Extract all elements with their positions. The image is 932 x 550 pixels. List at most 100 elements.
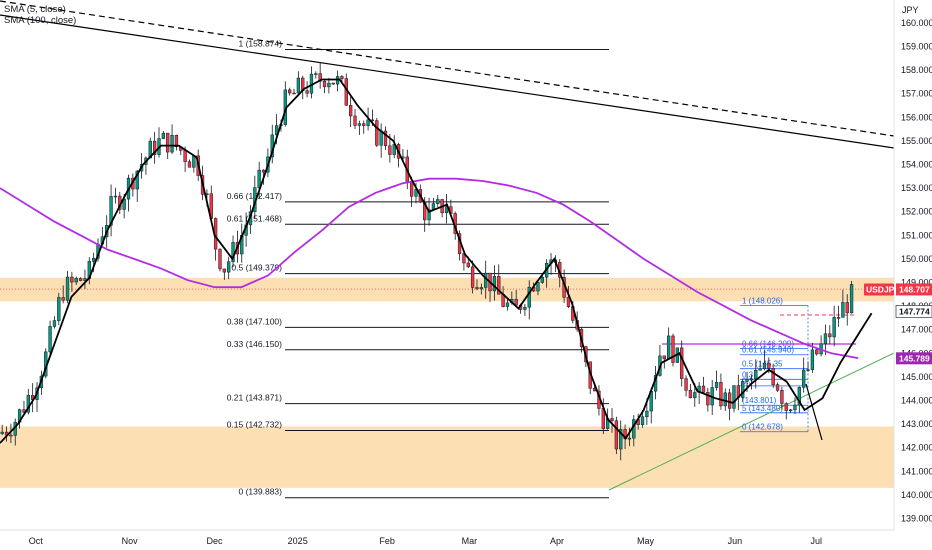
candle[interactable]: [741, 378, 745, 402]
candle[interactable]: [0, 424, 4, 436]
candle[interactable]: [810, 342, 815, 373]
price-axis[interactable]: [894, 0, 932, 550]
candle[interactable]: [362, 120, 366, 134]
candle[interactable]: [771, 363, 775, 388]
candle[interactable]: [523, 303, 527, 316]
candle[interactable]: [627, 427, 632, 447]
sma-5-line[interactable]: [0, 78, 873, 444]
candle[interactable]: [152, 131, 157, 164]
candle[interactable]: [619, 420, 623, 461]
candle[interactable]: [113, 187, 118, 204]
legend[interactable]: SMA (5, close) SMA (100, close): [4, 4, 76, 26]
fibonacci-retracement[interactable]: 1 (158.874)0.66 (152.417)0.61 (151.468)0…: [227, 38, 609, 499]
candle[interactable]: [26, 388, 30, 415]
candle[interactable]: [48, 320, 52, 355]
candle[interactable]: [836, 306, 841, 327]
candle[interactable]: [288, 87, 292, 96]
candle[interactable]: [536, 280, 540, 296]
candle[interactable]: [514, 290, 518, 306]
candle[interactable]: [815, 348, 819, 356]
candle[interactable]: [671, 333, 675, 367]
candle[interactable]: [566, 286, 571, 308]
candle[interactable]: [806, 361, 810, 372]
candle[interactable]: [296, 71, 301, 94]
candle[interactable]: [845, 294, 849, 326]
descending-trendline-dashed[interactable]: [0, 0, 895, 137]
candle[interactable]: [775, 382, 780, 393]
candle[interactable]: [714, 370, 719, 391]
descending-trendline-solid[interactable]: [0, 14, 895, 149]
candle[interactable]: [161, 130, 165, 140]
zone-1[interactable]: [0, 426, 894, 488]
candle[interactable]: [292, 88, 296, 95]
legend-sma-short[interactable]: SMA (5, close): [4, 4, 66, 15]
candle[interactable]: [322, 79, 327, 94]
candle[interactable]: [527, 280, 531, 320]
candle[interactable]: [762, 350, 767, 371]
candle[interactable]: [218, 248, 222, 272]
candle[interactable]: [331, 82, 335, 85]
candle[interactable]: [83, 269, 87, 289]
candle[interactable]: [797, 386, 801, 413]
candle[interactable]: [170, 124, 174, 154]
projection-arrow[interactable]: [805, 383, 823, 441]
candle[interactable]: [222, 268, 226, 280]
candle[interactable]: [444, 193, 449, 224]
candle[interactable]: [353, 109, 357, 130]
candle[interactable]: [61, 285, 65, 304]
candle[interactable]: [65, 270, 70, 304]
candle[interactable]: [109, 184, 113, 237]
candle[interactable]: [74, 276, 78, 285]
candle[interactable]: [758, 361, 762, 371]
candle[interactable]: [780, 386, 784, 410]
candle[interactable]: [793, 397, 797, 415]
candle[interactable]: [375, 117, 379, 147]
candle[interactable]: [754, 359, 758, 389]
candle[interactable]: [57, 292, 61, 326]
candle[interactable]: [475, 279, 479, 291]
candle[interactable]: [706, 388, 710, 412]
candle[interactable]: [227, 256, 231, 280]
candle[interactable]: [314, 71, 318, 79]
candle[interactable]: [701, 376, 706, 393]
legend-sma-long[interactable]: SMA (100, close): [4, 15, 76, 26]
candle[interactable]: [610, 408, 614, 433]
candle[interactable]: [174, 134, 179, 151]
candle[interactable]: [470, 260, 475, 294]
candle[interactable]: [349, 95, 353, 128]
candle[interactable]: [70, 271, 74, 292]
candle[interactable]: [505, 298, 510, 311]
candle[interactable]: [732, 385, 736, 413]
candle[interactable]: [802, 357, 806, 393]
candle[interactable]: [688, 383, 693, 399]
candle[interactable]: [832, 305, 836, 347]
candle[interactable]: [614, 416, 619, 455]
candle[interactable]: [327, 77, 331, 94]
candle[interactable]: [9, 423, 13, 444]
sma-100-line[interactable]: [0, 177, 859, 359]
candle[interactable]: [841, 289, 845, 318]
price-tag-sma-short[interactable]: 147.774: [895, 305, 932, 318]
price-tag-sma-long[interactable]: 145.789: [896, 352, 932, 365]
candle[interactable]: [383, 126, 388, 150]
candle[interactable]: [187, 159, 192, 168]
candle[interactable]: [305, 81, 309, 98]
candle[interactable]: [784, 402, 788, 420]
candle[interactable]: [828, 325, 832, 345]
candle[interactable]: [727, 388, 732, 421]
candle[interactable]: [723, 388, 727, 411]
candle[interactable]: [749, 375, 754, 390]
candle[interactable]: [357, 120, 362, 135]
candle[interactable]: [823, 324, 828, 356]
candle[interactable]: [849, 281, 854, 314]
candle[interactable]: [78, 277, 83, 282]
candle[interactable]: [788, 408, 793, 413]
candle[interactable]: [52, 316, 57, 329]
candle[interactable]: [436, 195, 440, 207]
candle[interactable]: [492, 265, 497, 301]
candle[interactable]: [684, 375, 688, 397]
candle[interactable]: [479, 283, 483, 295]
ascending-trendline[interactable]: [608, 352, 895, 491]
candle[interactable]: [719, 373, 723, 410]
